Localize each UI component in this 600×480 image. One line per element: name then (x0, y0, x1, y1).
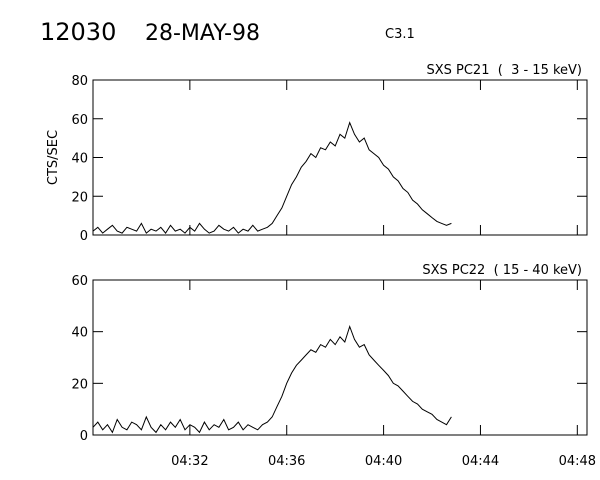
flare-class: C3.1 (385, 27, 415, 42)
y-tick-label: 80 (71, 74, 88, 89)
y-tick-label: 60 (71, 113, 88, 128)
title: 12030 (40, 18, 116, 46)
y-tick-label: 20 (71, 377, 88, 392)
y-tick-label: 0 (80, 429, 88, 444)
x-tick-label: 04:40 (365, 454, 402, 469)
panel-label: SXS PC22 ( 15 - 40 keV) (422, 263, 582, 278)
y-tick-label: 40 (71, 152, 88, 167)
x-tick-label: 04:32 (171, 454, 208, 469)
x-tick-label: 04:48 (559, 454, 596, 469)
plot-frame (92, 279, 588, 436)
y-tick-label: 0 (80, 229, 88, 244)
x-tick-label: 04:44 (462, 454, 499, 469)
x-tick-label: 04:36 (268, 454, 305, 469)
y-tick-label: 20 (71, 190, 88, 205)
date: 28-MAY-98 (145, 21, 260, 46)
y-axis-label: CTS/SEC (46, 130, 61, 185)
y-tick-label: 60 (71, 274, 88, 289)
panel-label: SXS PC21 ( 3 - 15 keV) (426, 63, 582, 78)
y-tick-label: 40 (71, 326, 88, 341)
data-line (92, 324, 452, 434)
plot-frame (92, 79, 588, 236)
data-line (92, 121, 452, 234)
